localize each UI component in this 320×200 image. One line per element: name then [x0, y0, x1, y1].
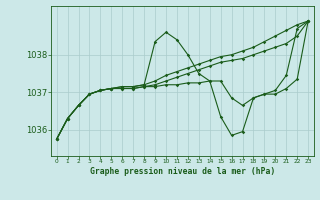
X-axis label: Graphe pression niveau de la mer (hPa): Graphe pression niveau de la mer (hPa) — [90, 167, 275, 176]
